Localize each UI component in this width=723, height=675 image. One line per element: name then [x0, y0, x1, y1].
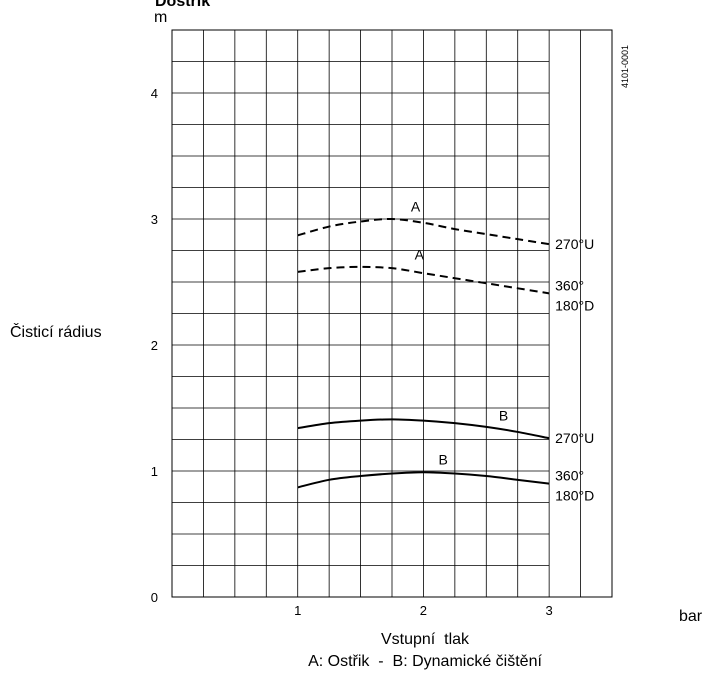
- curve-label: B: [499, 408, 508, 424]
- chart-title: Dostřik: [155, 0, 210, 10]
- curve-label: A: [411, 198, 421, 214]
- series-end-label: 360°: [555, 468, 584, 484]
- series-layer: [297, 217, 550, 489]
- x-axis-title: Vstupní tlak: [381, 631, 470, 648]
- series-line: [297, 217, 550, 246]
- series-line: [297, 265, 550, 295]
- series-end-label: 270°U: [555, 236, 594, 252]
- y-unit: m: [154, 9, 167, 26]
- x-tick-label: 1: [294, 603, 301, 618]
- figure-id: 4101-0001: [620, 45, 630, 88]
- grid: [171, 29, 613, 598]
- series-line: [297, 418, 550, 440]
- x-tick-label: 2: [420, 603, 427, 618]
- curve-label: B: [439, 452, 448, 468]
- y-tick-label: 1: [151, 464, 158, 479]
- series-line: [297, 471, 550, 489]
- y-axis-title: Čisticí rádius: [10, 322, 102, 341]
- label-layer: 1 2 3 0 1 2 3 4 A 270°U A 360° 180°D B 270°U B 360° 180°D: [151, 86, 594, 618]
- series-end-label: 180°D: [555, 297, 594, 313]
- y-tick-label: 4: [151, 86, 158, 101]
- x-unit: bar: [679, 608, 703, 625]
- y-tick-label: 3: [151, 212, 158, 227]
- series-end-label: 360°: [555, 277, 584, 293]
- y-tick-label: 0: [151, 590, 158, 605]
- x-tick-label: 3: [546, 603, 553, 618]
- series-end-label: 270°U: [555, 430, 594, 446]
- curve-label: A: [415, 246, 425, 262]
- chart-caption: A: Ostřik - B: Dynamické čištění: [308, 653, 542, 670]
- y-tick-label: 2: [151, 338, 158, 353]
- series-end-label: 180°D: [555, 488, 594, 504]
